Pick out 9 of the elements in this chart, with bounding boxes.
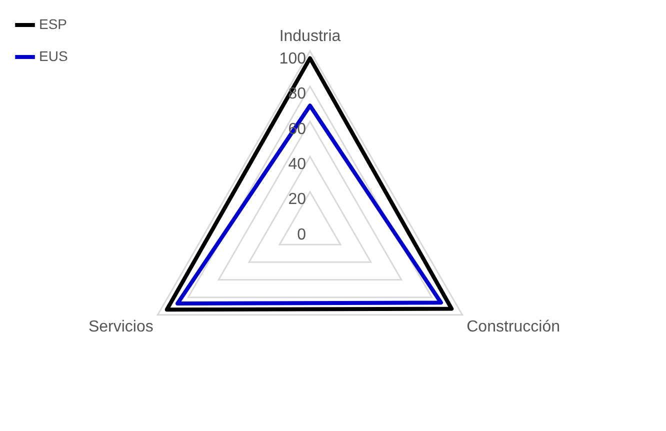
y-tick-label: 40 (288, 156, 306, 174)
y-tick-label: 0 (297, 226, 306, 244)
legend-label: ESP (39, 16, 68, 32)
y-tick-label: 20 (288, 191, 306, 208)
spoke-label: Construcción (466, 318, 560, 336)
legend-label: EUS (39, 48, 68, 64)
spoke-label: Industria (279, 28, 341, 45)
spoke-label: Servicios (88, 318, 154, 336)
y-tick-label: 100 (279, 50, 306, 68)
